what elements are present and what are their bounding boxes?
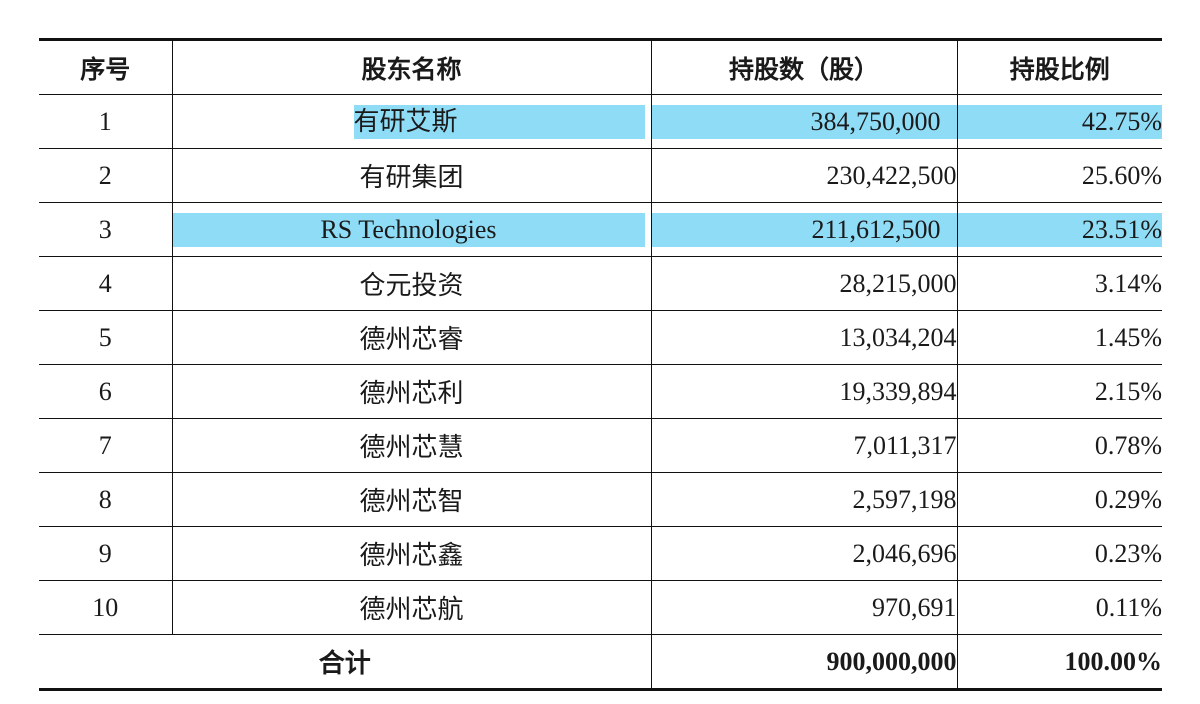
highlight-mark: 384,750,000 (651, 104, 957, 139)
table-row: 9 德州芯鑫 2,046,696 0.23% (39, 526, 1162, 581)
row-pct: 23.51% (956, 202, 1162, 257)
row-no: 9 (39, 526, 173, 581)
row-name: 德州芯航 (171, 580, 652, 635)
table-row: 2 有研集团 230,422,500 25.60% (39, 148, 1162, 203)
row-no: 2 (39, 148, 173, 203)
row-no: 7 (39, 418, 173, 473)
row-qty: 211,612,500 (650, 202, 958, 257)
table-row: 6 德州芯利 19,339,894 2.15% (39, 364, 1162, 419)
row-pct: 42.75% (956, 94, 1162, 149)
header-pct: 持股比例 (956, 38, 1162, 95)
row-qty: 19,339,894 (650, 364, 958, 419)
row-name: 德州芯智 (171, 472, 652, 527)
table-row: 8 德州芯智 2,597,198 0.29% (39, 472, 1162, 527)
header-no: 序号 (39, 38, 173, 95)
table-row: 5 德州芯睿 13,034,204 1.45% (39, 310, 1162, 365)
row-pct: 25.60% (956, 148, 1162, 203)
row-name: 仓元投资 (171, 256, 652, 311)
header-row: 序号 股东名称 持股数（股） 持股比例 (39, 38, 1162, 95)
highlight-mark: 23.51% (957, 212, 1162, 247)
row-qty: 13,034,204 (650, 310, 958, 365)
row-name: 有研集团 (171, 148, 652, 203)
row-pct: 3.14% (956, 256, 1162, 311)
row-no: 8 (39, 472, 173, 527)
table-row: 10 德州芯航 970,691 0.11% (39, 580, 1162, 635)
table-row: 4 仓元投资 28,215,000 3.14% (39, 256, 1162, 311)
row-pct: 0.11% (956, 580, 1162, 635)
row-name: 有研艾斯 (171, 94, 652, 149)
row-qty: 2,597,198 (650, 472, 958, 527)
row-no: 3 (39, 202, 173, 257)
table-row: 7 德州芯慧 7,011,317 0.78% (39, 418, 1162, 473)
row-no: 1 (39, 94, 173, 149)
row-no: 4 (39, 256, 173, 311)
row-qty: 28,215,000 (650, 256, 958, 311)
row-name: 德州芯利 (171, 364, 652, 419)
highlight-mark: 42.75% (957, 104, 1162, 139)
row-pct: 0.78% (956, 418, 1162, 473)
row-no: 6 (39, 364, 173, 419)
row-pct: 0.23% (956, 526, 1162, 581)
total-row: 合计 900,000,000 100.00% (39, 634, 1162, 691)
shareholder-table: 序号 股东名称 持股数（股） 持股比例 1 有研艾斯 384,750,000 4… (39, 38, 1162, 691)
row-name: 德州芯鑫 (171, 526, 652, 581)
row-qty: 2,046,696 (650, 526, 958, 581)
highlight-mark: RS Technologies (172, 212, 645, 247)
table-row: 3 RS Technologies 211,612,500 23.51% (39, 202, 1162, 257)
row-no: 10 (39, 580, 173, 635)
highlight-mark: 211,612,500 (651, 212, 957, 247)
row-name: RS Technologies (171, 202, 652, 257)
row-qty: 970,691 (650, 580, 958, 635)
row-name: 德州芯睿 (171, 310, 652, 365)
row-pct: 1.45% (956, 310, 1162, 365)
row-qty: 230,422,500 (650, 148, 958, 203)
total-qty: 900,000,000 (650, 634, 958, 691)
row-qty: 384,750,000 (650, 94, 958, 149)
row-pct: 2.15% (956, 364, 1162, 419)
row-qty: 7,011,317 (650, 418, 958, 473)
row-no: 5 (39, 310, 173, 365)
total-pct: 100.00% (956, 634, 1162, 691)
total-label: 合计 (39, 634, 652, 691)
table-row: 1 有研艾斯 384,750,000 42.75% (39, 94, 1162, 149)
row-pct: 0.29% (956, 472, 1162, 527)
header-qty: 持股数（股） (650, 38, 958, 95)
highlight-mark: 有研艾斯 (353, 104, 645, 139)
header-name: 股东名称 (171, 38, 652, 95)
row-name: 德州芯慧 (171, 418, 652, 473)
